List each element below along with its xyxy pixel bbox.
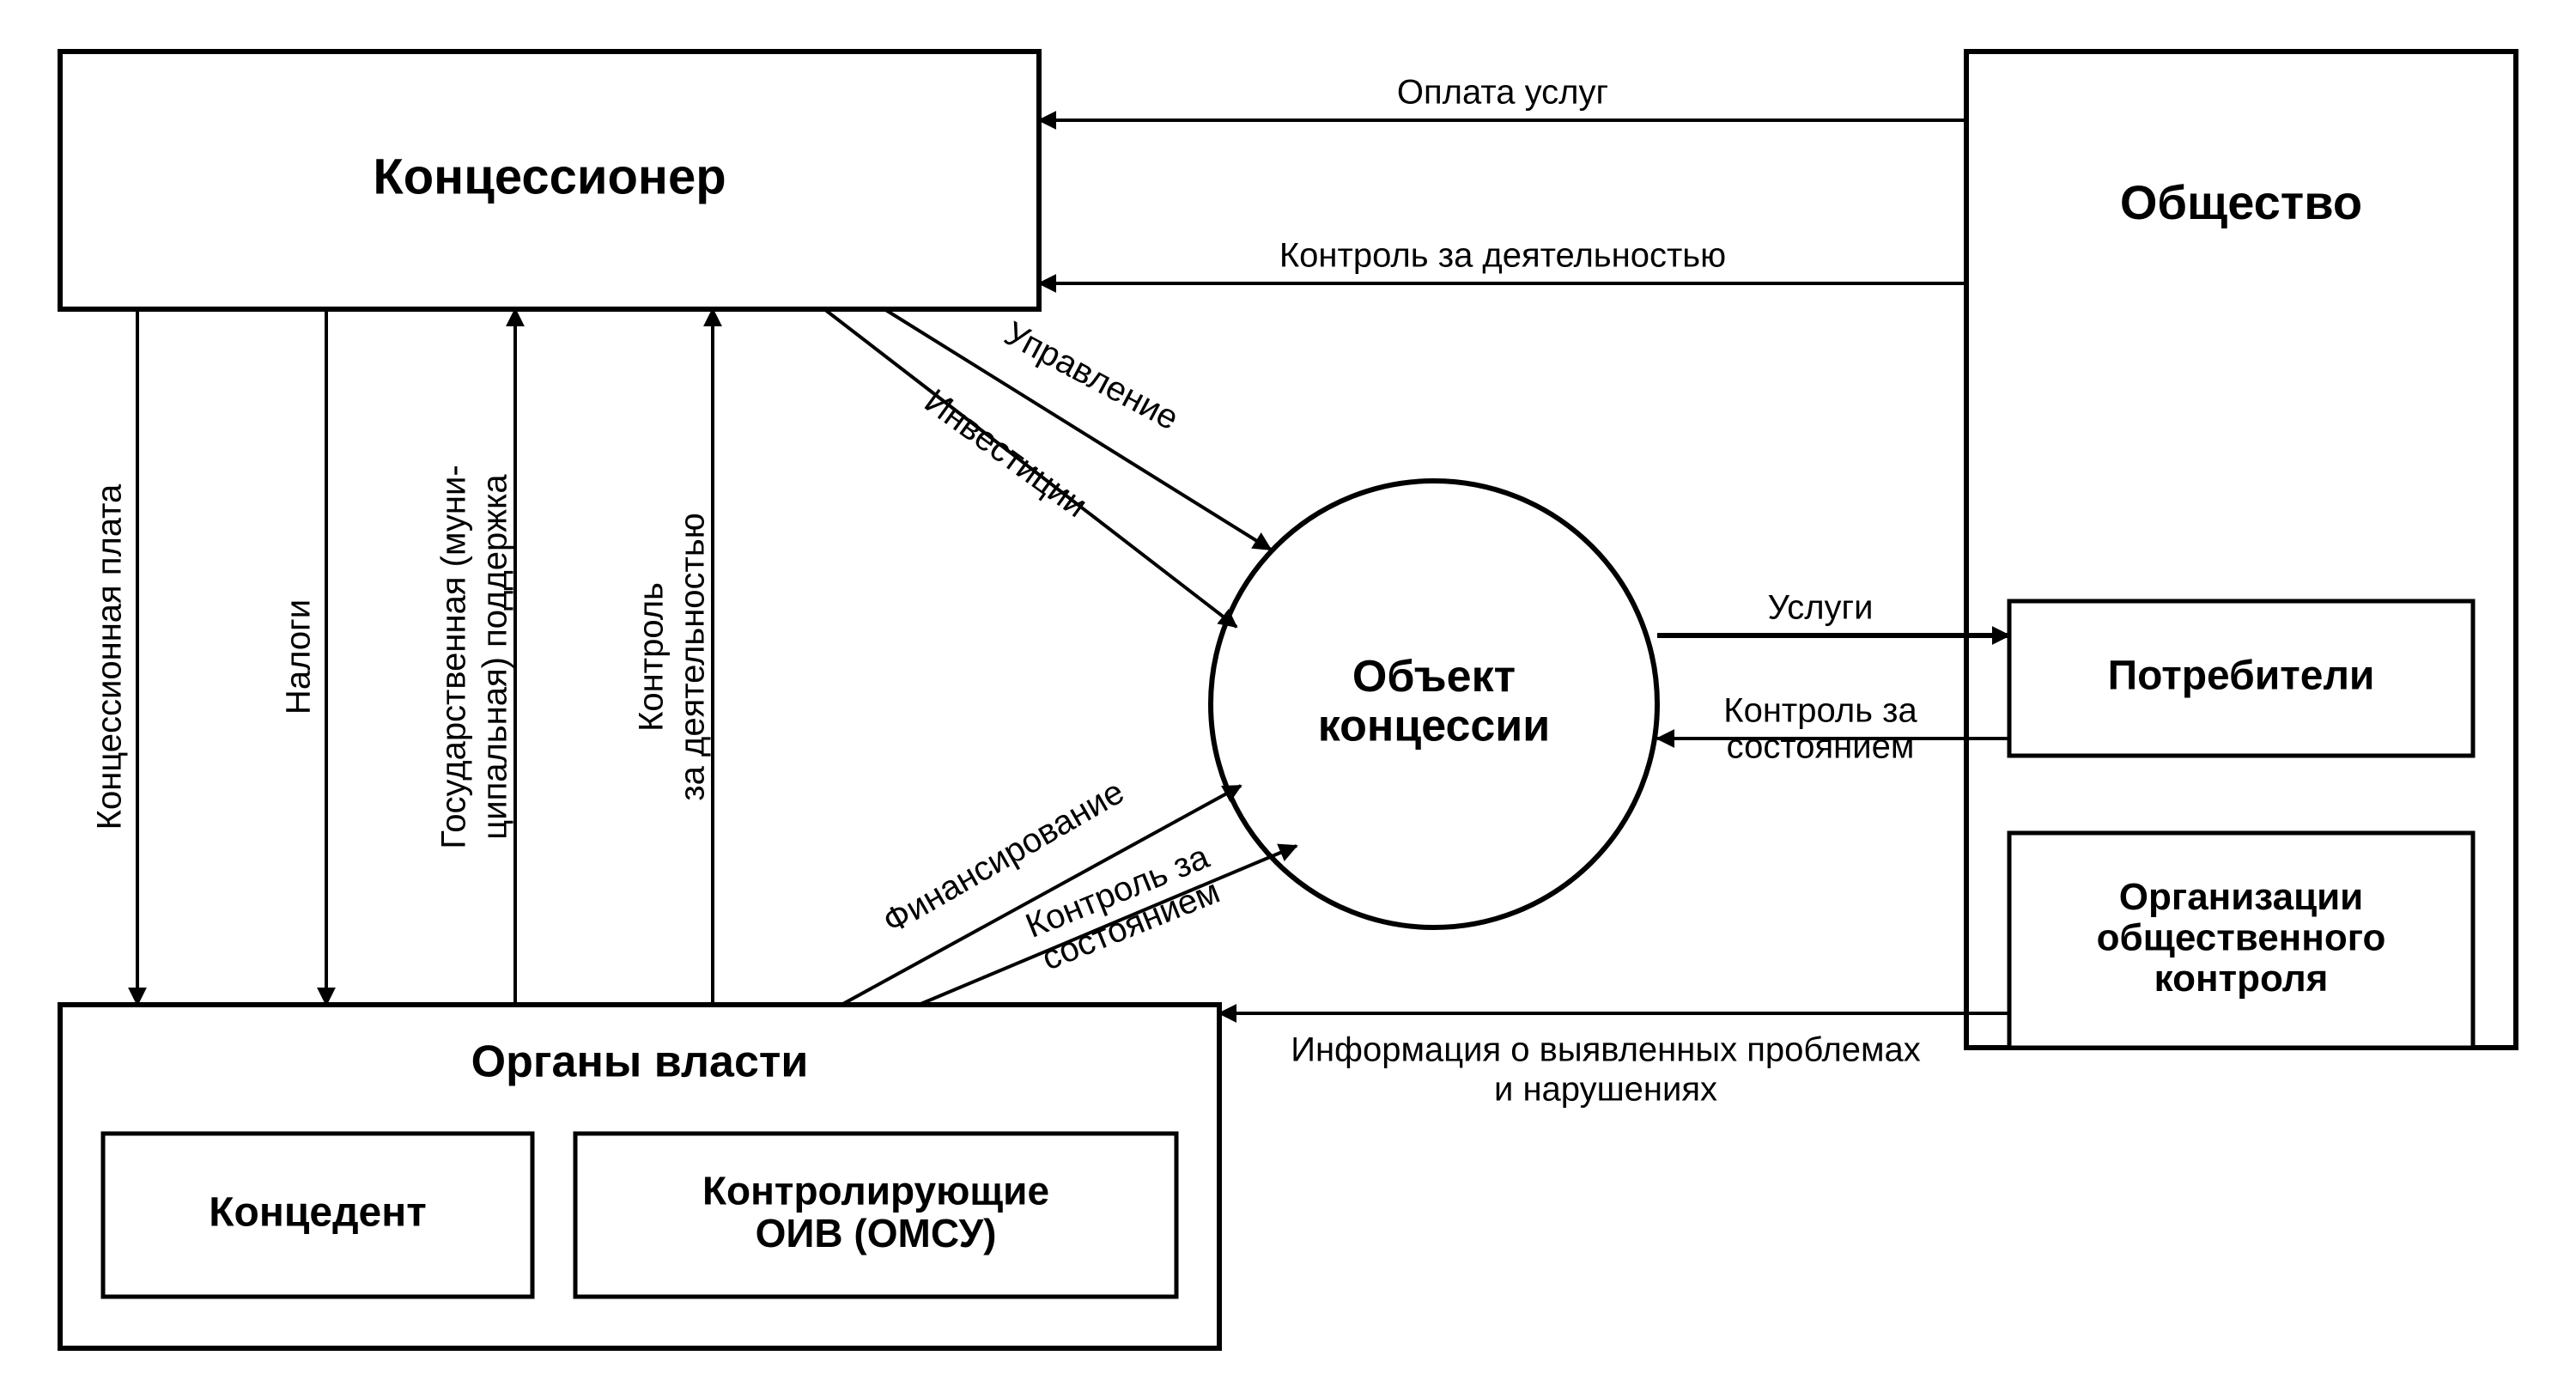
edge-e7-label-0: Управление (999, 314, 1185, 437)
public_control-label-0: Организации (2119, 876, 2363, 918)
edge-e12-label-0: Контроль за (1723, 692, 1917, 730)
edge-e2-label-0: Контроль за деятельностью (1279, 237, 1726, 275)
edge-e5-label-0: Государственная (муни- (435, 465, 473, 848)
edge-e6-labelgroup: Контрольза деятельностью (633, 513, 712, 800)
edge-e5-labelgroup: Государственная (муни-ципальная) поддерж… (435, 465, 514, 848)
object-label-0: Объект (1352, 652, 1516, 702)
edge-e3-labelgroup: Концессионная плата (91, 483, 129, 830)
edge-e12-label-1: состоянием (1727, 728, 1915, 766)
edge-e6-label-1: за деятельностью (674, 513, 712, 800)
concessionaire-label: Концессионер (373, 149, 726, 204)
public_control-label-1: общественного (2097, 917, 2386, 959)
edge-e1-label-0: Оплата услуг (1397, 74, 1608, 112)
edge-e5-label-1: ципальная) поддержка (477, 474, 514, 840)
edge-e10-labelgroup: Контроль засостоянием (1020, 837, 1228, 978)
object-label-1: концессии (1318, 701, 1551, 751)
controlling-label-0: Контролирующие (702, 1168, 1049, 1213)
edge-e13-label-0: Информация о выявленных проблемах (1291, 1031, 1921, 1069)
edge-e7-labelgroup: Управление (999, 314, 1185, 437)
edge-e4-label-0: Налоги (280, 599, 318, 714)
edge-e6-label-0: Контроль (633, 582, 671, 732)
edge-e8-labelgroup: Инвестиции (918, 382, 1095, 525)
edge-e4-labelgroup: Налоги (280, 599, 318, 714)
concedent-label: Концедент (209, 1190, 426, 1236)
public_control-label-2: контроля (2154, 957, 2329, 1000)
edge-e8-label-0: Инвестиции (918, 382, 1095, 525)
society-label: Общество (2120, 175, 2362, 229)
edge-e11-label-0: Услуги (1767, 589, 1873, 627)
controlling-label-1: ОИВ (ОМСУ) (756, 1211, 997, 1255)
edge-e3-label-0: Концессионная плата (91, 483, 129, 830)
edge-e13-label-1: и нарушениях (1494, 1071, 1717, 1109)
consumers-label: Потребители (2108, 654, 2375, 699)
authorities-label: Органы власти (471, 1037, 809, 1087)
